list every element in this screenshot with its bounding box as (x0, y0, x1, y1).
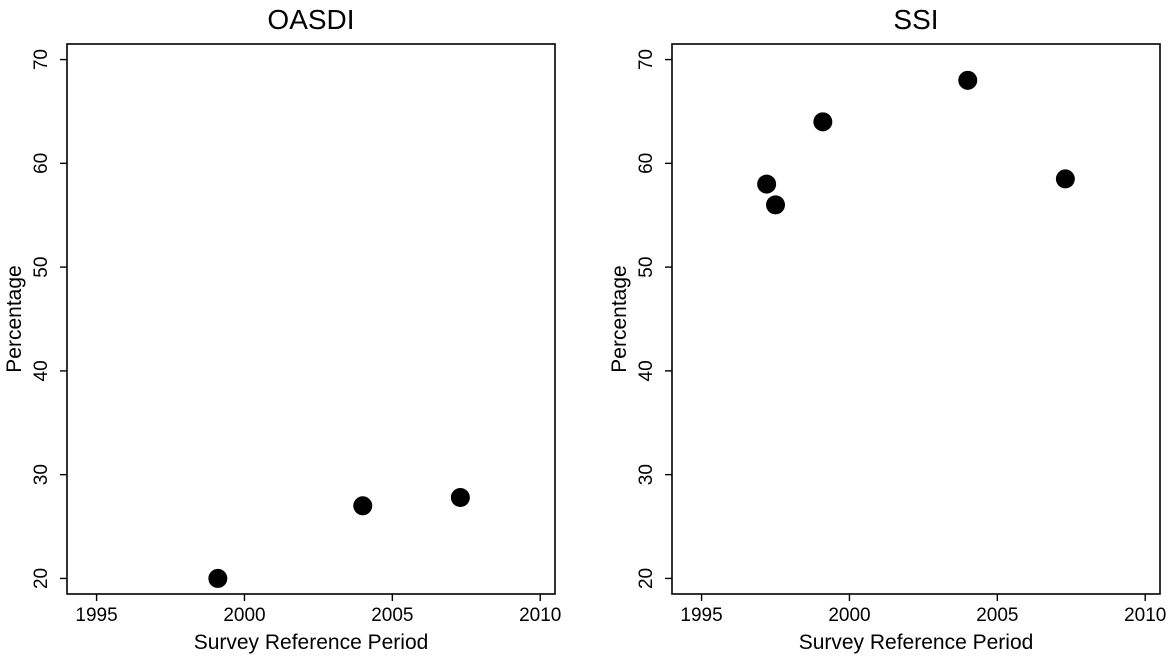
ssi-chart-title: SSI (893, 4, 938, 35)
oasdi-y-tick-label: 40 (31, 360, 52, 381)
ssi-x-axis-label: Survey Reference Period (799, 631, 1034, 654)
ssi-data-point (813, 112, 833, 132)
oasdi-panel: OASDI 1995 2000 2005 2010 20 30 40 50 60 70 Survey … (3, 4, 561, 654)
oasdi-x-tick-label: 1995 (75, 605, 117, 626)
ssi-x-tick-label: 1995 (680, 605, 722, 626)
oasdi-x-tick-label: 2010 (519, 605, 561, 626)
ssi-y-tick-label: 70 (636, 49, 657, 70)
ssi-y-tick-label: 50 (636, 257, 657, 278)
ssi-x-tick-label: 2000 (828, 605, 870, 626)
ssi-data-point (757, 174, 777, 194)
ssi-y-tick-label: 30 (636, 464, 657, 485)
ssi-panel: SSI 1995 2000 2005 2010 20 30 40 50 60 70 Survey Re… (608, 4, 1166, 654)
ssi-data-point (958, 70, 978, 90)
ssi-y-tick-label: 40 (636, 360, 657, 381)
oasdi-x-tick-label: 2000 (223, 605, 265, 626)
ssi-y-tick-label: 60 (636, 153, 657, 174)
ssi-data-point (766, 195, 786, 215)
oasdi-y-tick-label: 30 (31, 464, 52, 485)
oasdi-y-tick-label: 70 (31, 49, 52, 70)
oasdi-data-point (208, 568, 228, 588)
oasdi-chart-title: OASDI (267, 4, 354, 35)
oasdi-x-axis-label: Survey Reference Period (194, 631, 429, 654)
oasdi-data-point (353, 496, 373, 516)
oasdi-y-tick-label: 50 (31, 257, 52, 278)
oasdi-y-tick-label: 60 (31, 153, 52, 174)
ssi-x-tick-label: 2005 (976, 605, 1018, 626)
oasdi-data-point (450, 487, 470, 507)
ssi-x-tick-label: 2010 (1124, 605, 1166, 626)
ssi-y-axis-label: Percentage (608, 265, 631, 372)
ssi-y-tick-label: 20 (636, 568, 657, 589)
oasdi-y-axis-label: Percentage (3, 265, 26, 372)
oasdi-plot-frame (66, 43, 556, 595)
ssi-data-point (1055, 169, 1075, 189)
oasdi-y-tick-label: 20 (31, 568, 52, 589)
oasdi-x-tick-label: 2005 (371, 605, 413, 626)
ssi-plot-frame (671, 43, 1161, 595)
